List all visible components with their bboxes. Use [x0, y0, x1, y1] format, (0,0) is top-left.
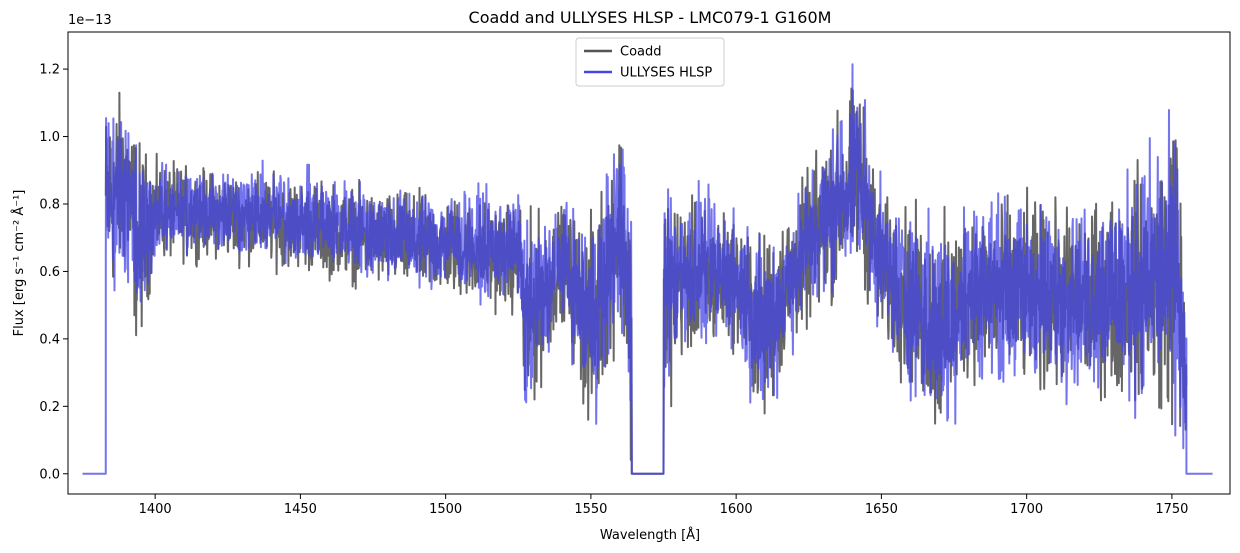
y-tick-label: 0.0	[39, 467, 60, 482]
x-tick-label: 1700	[1010, 502, 1043, 517]
chart-title: Coadd and ULLYSES HLSP - LMC079-1 G160M	[469, 8, 832, 27]
y-tick-label: 1.0	[39, 130, 60, 145]
x-tick-label: 1650	[865, 502, 898, 517]
x-tick-label: 1450	[284, 502, 317, 517]
x-tick-label: 1500	[429, 502, 462, 517]
x-tick-label: 1750	[1155, 502, 1188, 517]
y-tick-label: 0.4	[39, 332, 60, 347]
y-tick-label: 0.8	[39, 197, 60, 212]
y-axis: 0.0 0.2 0.4 0.6 0.8 1.0 1.2	[39, 63, 68, 482]
legend-box	[575, 37, 725, 87]
x-axis-label: Wavelength [Å]	[600, 527, 700, 543]
y-tick-label: 0.2	[39, 400, 60, 415]
y-tick-label: 0.6	[39, 265, 60, 280]
plot-frame	[67, 31, 1231, 495]
x-tick-label: 1400	[139, 502, 172, 517]
x-axis: 1400 1450 1500 1550 1600 1650 1700 1750	[139, 494, 1188, 517]
y-axis-label: Flux [erg s⁻¹ cm⁻² Å⁻¹]	[11, 190, 27, 337]
legend-label: Coadd	[620, 45, 662, 60]
x-tick-label: 1550	[574, 502, 607, 517]
legend: Coadd ULLYSES HLSP	[575, 37, 725, 87]
y-scale-label: 1e−13	[68, 13, 112, 28]
series-line	[82, 63, 1213, 475]
x-tick-label: 1600	[720, 502, 753, 517]
y-tick-label: 1.2	[39, 63, 60, 78]
legend-label: ULLYSES HLSP	[620, 66, 712, 81]
